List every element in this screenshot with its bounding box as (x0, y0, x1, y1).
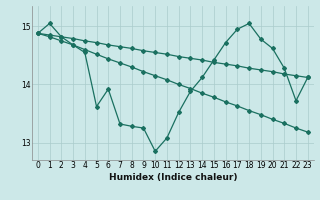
X-axis label: Humidex (Indice chaleur): Humidex (Indice chaleur) (108, 173, 237, 182)
